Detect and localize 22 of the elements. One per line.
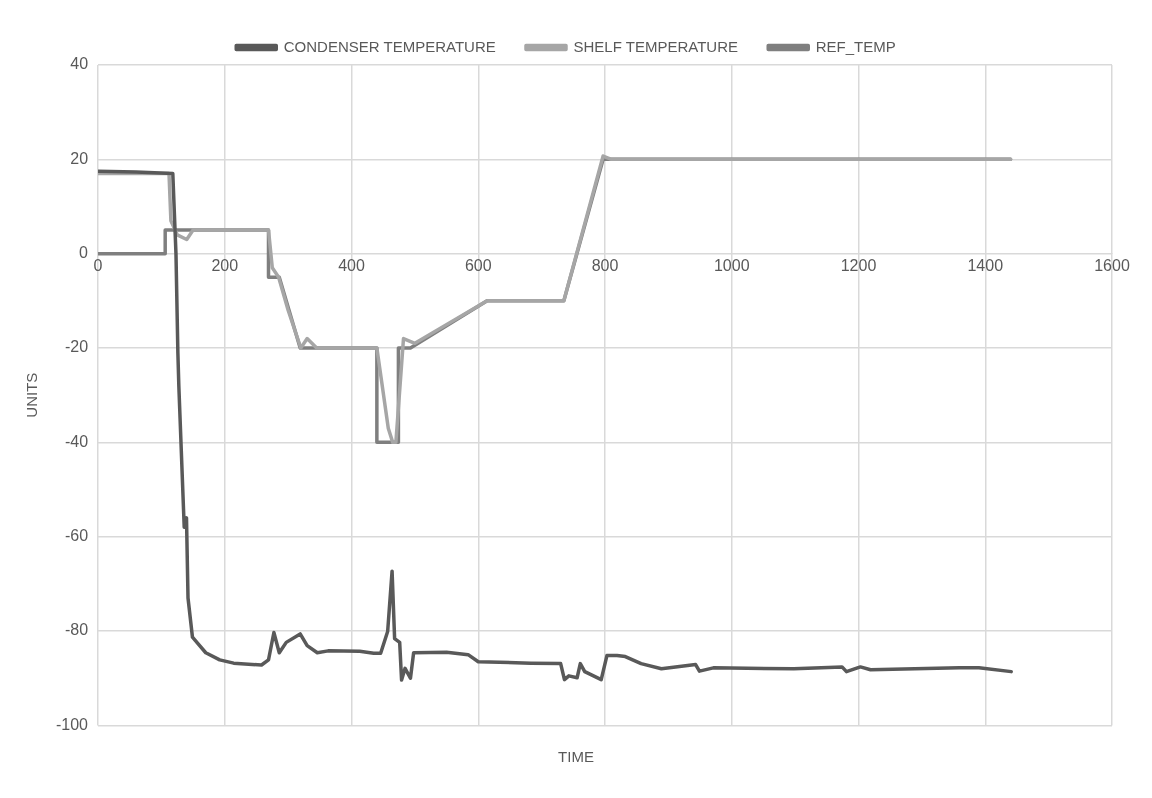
legend-label: CONDENSER TEMPERATURE — [283, 37, 496, 55]
y-tick-label: 0 — [79, 244, 89, 262]
x-tick-label: 200 — [211, 256, 239, 274]
legend-label: SHELF TEMPERATURE — [573, 37, 738, 55]
x-tick-label: 1200 — [840, 256, 877, 274]
legend-label: REF_TEMP — [815, 37, 896, 55]
x-tick-label: 1000 — [713, 256, 750, 274]
x-tick-label: 1400 — [967, 256, 1004, 274]
x-tick-label: 1600 — [1094, 256, 1130, 274]
y-axis-title: UNITS — [23, 372, 41, 418]
y-tick-label: -40 — [64, 432, 89, 450]
x-tick-label: 0 — [93, 256, 103, 274]
y-tick-label: -80 — [64, 621, 89, 639]
x-tick-label: 800 — [591, 256, 619, 274]
y-tick-label: -60 — [64, 527, 89, 545]
y-tick-label: -100 — [55, 715, 89, 733]
y-tick-label: 40 — [70, 55, 89, 73]
x-tick-label: 600 — [464, 256, 492, 274]
x-axis-title: TIME — [557, 748, 595, 765]
y-tick-label: -20 — [64, 338, 89, 356]
y-tick-label: 20 — [70, 149, 89, 167]
x-tick-label: 400 — [338, 256, 365, 274]
